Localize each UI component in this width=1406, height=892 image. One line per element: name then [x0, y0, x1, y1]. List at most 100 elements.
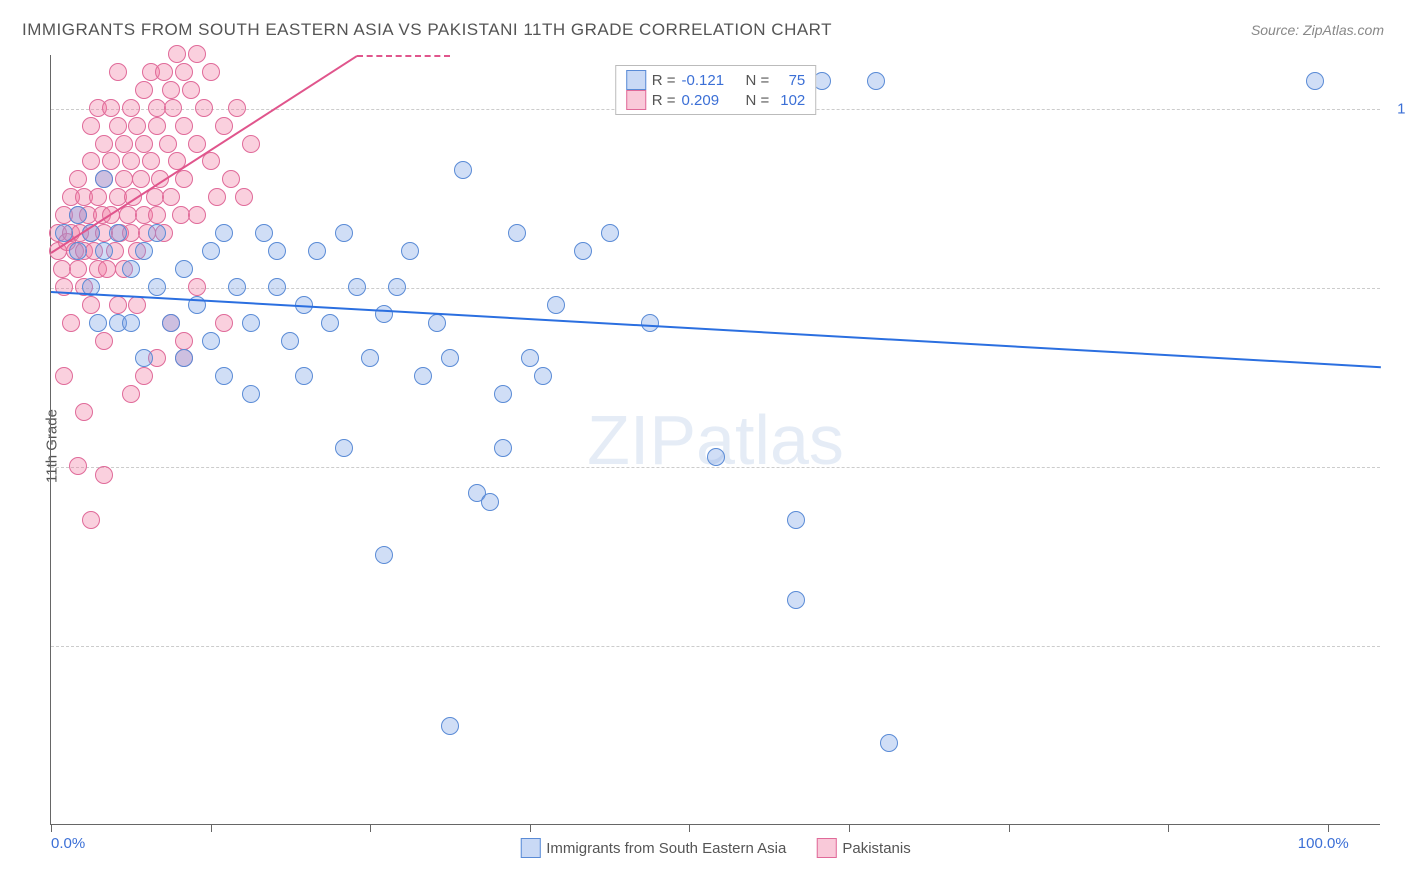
scatter-point — [202, 242, 220, 260]
legend-swatch — [626, 90, 646, 110]
legend-swatch — [520, 838, 540, 858]
scatter-point — [195, 99, 213, 117]
scatter-point — [122, 99, 140, 117]
scatter-point — [228, 99, 246, 117]
legend-r-label: R = — [652, 72, 676, 89]
legend-item: Immigrants from South Eastern Asia — [520, 838, 786, 858]
x-tick — [1328, 824, 1329, 832]
scatter-point — [547, 296, 565, 314]
scatter-point — [268, 278, 286, 296]
gridline — [51, 288, 1380, 289]
scatter-point — [164, 99, 182, 117]
scatter-point — [109, 63, 127, 81]
scatter-point — [255, 224, 273, 242]
scatter-point — [102, 152, 120, 170]
scatter-point — [162, 81, 180, 99]
plot-area: ZIPatlas R =-0.121N =75R =0.209N =102 Im… — [50, 55, 1380, 825]
scatter-point — [867, 72, 885, 90]
x-tick — [849, 824, 850, 832]
legend-label: Immigrants from South Eastern Asia — [546, 840, 786, 857]
scatter-point — [601, 224, 619, 242]
x-tick — [530, 824, 531, 832]
scatter-point — [102, 99, 120, 117]
scatter-point — [142, 152, 160, 170]
x-tick-label: 100.0% — [1298, 835, 1349, 852]
scatter-point — [308, 242, 326, 260]
scatter-point — [159, 135, 177, 153]
scatter-point — [109, 296, 127, 314]
scatter-point — [188, 206, 206, 224]
scatter-point — [89, 314, 107, 332]
scatter-point — [375, 546, 393, 564]
legend-r-value: 0.209 — [682, 92, 732, 109]
legend-n-label: N = — [746, 92, 770, 109]
scatter-point — [268, 242, 286, 260]
scatter-point — [508, 224, 526, 242]
scatter-point — [441, 717, 459, 735]
gridline — [51, 646, 1380, 647]
y-tick-label: 90.0% — [1388, 279, 1406, 296]
scatter-point — [175, 332, 193, 350]
scatter-point — [215, 224, 233, 242]
scatter-point — [1306, 72, 1324, 90]
x-tick — [51, 824, 52, 832]
scatter-point — [98, 260, 116, 278]
scatter-point — [162, 314, 180, 332]
scatter-point — [414, 367, 432, 385]
y-tick-label: 80.0% — [1388, 458, 1406, 475]
legend-item: Pakistanis — [816, 838, 910, 858]
y-tick-label: 100.0% — [1388, 100, 1406, 117]
x-tick — [689, 824, 690, 832]
x-tick-label: 0.0% — [51, 835, 85, 852]
scatter-point — [69, 242, 87, 260]
scatter-point — [242, 385, 260, 403]
legend-swatch — [816, 838, 836, 858]
scatter-point — [787, 591, 805, 609]
scatter-point — [135, 242, 153, 260]
scatter-point — [182, 81, 200, 99]
legend-n-value: 75 — [775, 72, 805, 89]
scatter-point — [175, 63, 193, 81]
scatter-point — [175, 170, 193, 188]
source-label: Source: ZipAtlas.com — [1251, 22, 1384, 38]
x-tick — [1009, 824, 1010, 832]
scatter-point — [641, 314, 659, 332]
scatter-point — [202, 63, 220, 81]
scatter-point — [188, 278, 206, 296]
scatter-point — [235, 188, 253, 206]
scatter-point — [135, 367, 153, 385]
scatter-point — [148, 278, 166, 296]
scatter-point — [335, 224, 353, 242]
scatter-point — [135, 135, 153, 153]
scatter-point — [295, 367, 313, 385]
scatter-point — [162, 188, 180, 206]
scatter-point — [89, 188, 107, 206]
scatter-point — [175, 117, 193, 135]
scatter-point — [202, 332, 220, 350]
scatter-point — [75, 403, 93, 421]
scatter-point — [521, 349, 539, 367]
scatter-point — [168, 45, 186, 63]
legend-r-label: R = — [652, 92, 676, 109]
scatter-point — [335, 439, 353, 457]
scatter-point — [534, 367, 552, 385]
scatter-point — [454, 161, 472, 179]
scatter-point — [401, 242, 419, 260]
scatter-point — [55, 367, 73, 385]
scatter-point — [122, 314, 140, 332]
legend-n-label: N = — [746, 72, 770, 89]
legend-r-value: -0.121 — [682, 72, 732, 89]
scatter-point — [494, 385, 512, 403]
scatter-point — [361, 349, 379, 367]
scatter-point — [574, 242, 592, 260]
scatter-point — [135, 81, 153, 99]
scatter-point — [428, 314, 446, 332]
scatter-point — [208, 188, 226, 206]
scatter-point — [880, 734, 898, 752]
scatter-point — [175, 260, 193, 278]
scatter-point — [148, 224, 166, 242]
scatter-point — [95, 170, 113, 188]
scatter-point — [95, 466, 113, 484]
scatter-point — [82, 152, 100, 170]
scatter-point — [69, 457, 87, 475]
